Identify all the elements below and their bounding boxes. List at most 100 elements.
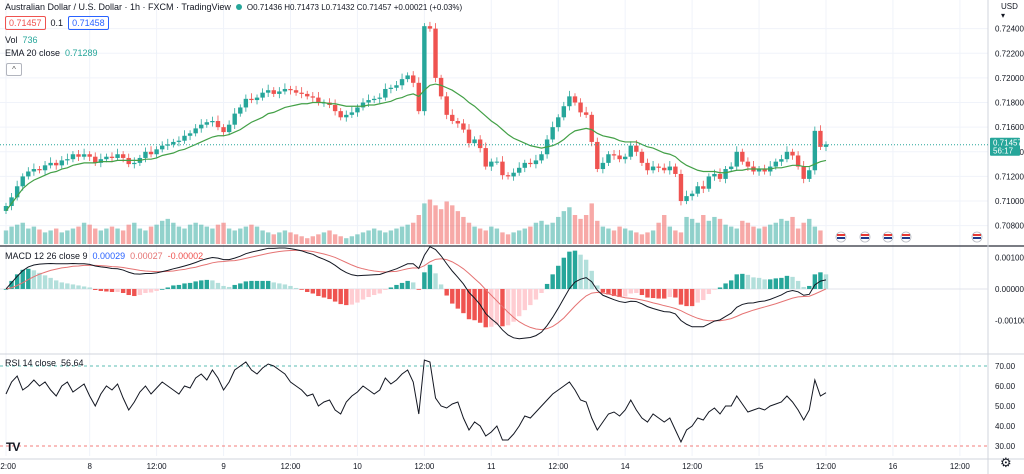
macd-histogram-bar bbox=[260, 280, 265, 289]
macd-histogram-bar bbox=[293, 287, 299, 289]
volume-bar bbox=[745, 222, 751, 244]
volume-bar bbox=[673, 230, 678, 244]
volume-bar bbox=[310, 236, 316, 244]
macd-histogram-bar bbox=[137, 288, 143, 296]
candle-body bbox=[187, 133, 193, 136]
macd-histogram-bar bbox=[706, 288, 712, 295]
volume-bar bbox=[650, 230, 656, 244]
volume-bar bbox=[422, 203, 427, 244]
time-axis-label: 12:00 bbox=[414, 462, 435, 471]
macd-histogram-bar bbox=[321, 288, 327, 298]
time-axis-label: 12:00 bbox=[950, 462, 971, 471]
flag-icon bbox=[884, 234, 892, 236]
gear-icon[interactable]: ⚙ bbox=[1000, 455, 1012, 470]
macd-histogram-bar bbox=[394, 284, 399, 289]
buy-button[interactable]: 0.71458 bbox=[68, 16, 109, 30]
candle-body bbox=[305, 93, 310, 97]
volume-bar bbox=[544, 224, 550, 244]
candle-body bbox=[132, 162, 137, 165]
macd-histogram-bar bbox=[790, 276, 795, 289]
macd-histogram-bar bbox=[483, 288, 488, 328]
volume-bar bbox=[756, 228, 762, 244]
candle-body bbox=[310, 96, 316, 98]
candle-body bbox=[14, 186, 20, 198]
macd-histogram-bar bbox=[678, 288, 684, 305]
macd-histogram-bar bbox=[556, 265, 561, 289]
flag-icon bbox=[902, 237, 910, 239]
volume-bar bbox=[132, 222, 137, 244]
candle-body bbox=[595, 141, 600, 170]
candle-body bbox=[572, 96, 578, 103]
volume-bar bbox=[176, 226, 182, 244]
volume-bar bbox=[712, 216, 717, 244]
volume-bar bbox=[293, 234, 299, 244]
volume-bar bbox=[790, 216, 795, 244]
volume-bar bbox=[355, 234, 360, 244]
ema-legend: EMA 20 close 0.71289 bbox=[5, 48, 98, 58]
macd-histogram-bar bbox=[366, 288, 371, 298]
flag-icon bbox=[902, 234, 910, 236]
volume-bar bbox=[427, 199, 433, 244]
candle-body bbox=[706, 176, 712, 189]
sell-button[interactable]: 0.71457 bbox=[5, 16, 46, 30]
candle-body bbox=[489, 161, 494, 167]
candle-body bbox=[143, 151, 148, 158]
macd-histogram-bar bbox=[31, 270, 37, 289]
macd-histogram-bar bbox=[622, 288, 628, 297]
volume-bar bbox=[54, 228, 59, 244]
macd-histogram-bar bbox=[54, 280, 59, 289]
macd-histogram-bar bbox=[187, 282, 193, 289]
candle-body bbox=[9, 197, 14, 206]
flag-icon bbox=[837, 237, 845, 239]
candle-body bbox=[165, 144, 170, 146]
macd-histogram-bar bbox=[773, 278, 778, 289]
volume-bar bbox=[3, 230, 9, 244]
macd-histogram-bar bbox=[120, 288, 126, 294]
macd-histogram-bar bbox=[812, 274, 818, 289]
macd-histogram-bar bbox=[232, 284, 237, 289]
macd-histogram-bar bbox=[600, 288, 606, 293]
macd-histogram-bar bbox=[595, 285, 600, 289]
macd-histogram-bar bbox=[756, 277, 762, 289]
volume-bar bbox=[48, 230, 53, 244]
axes: 0.72400 0.72200 0.72000 0.71800 0.71600 0.714… bbox=[0, 25, 1024, 471]
candle-body bbox=[93, 156, 98, 163]
candle-body bbox=[823, 144, 829, 147]
volume-bar bbox=[678, 232, 684, 244]
candle-body bbox=[589, 114, 594, 142]
candle-body bbox=[377, 97, 382, 99]
macd-histogram-bar bbox=[344, 288, 349, 306]
candle-body bbox=[528, 162, 533, 165]
macd-histogram-bar bbox=[126, 288, 131, 296]
candle-body bbox=[433, 28, 438, 78]
volume-bar bbox=[265, 232, 271, 244]
ema-20-line bbox=[5, 83, 827, 212]
macd-histogram-bar bbox=[148, 288, 154, 293]
volume-bar bbox=[59, 232, 64, 244]
macd-histogram-bar bbox=[717, 287, 723, 289]
macd-histogram-bar bbox=[795, 280, 801, 289]
candle-body bbox=[712, 173, 717, 177]
macd-histogram-bar bbox=[516, 288, 522, 317]
candle-body bbox=[444, 96, 449, 115]
candle-body bbox=[42, 165, 48, 171]
candle-body bbox=[556, 117, 561, 128]
economic-events bbox=[835, 231, 983, 243]
macd-histogram-bar bbox=[277, 283, 282, 289]
collapse-legend-button[interactable]: ^ bbox=[6, 63, 22, 76]
macd-signal-value: 0.00027 bbox=[130, 251, 163, 261]
ema-value: 0.71289 bbox=[65, 48, 98, 58]
macd-histogram-bar bbox=[176, 284, 182, 289]
volume-bar bbox=[578, 218, 583, 244]
symbol-title[interactable]: Australian Dollar / U.S. Dollar · 1h · F… bbox=[5, 2, 231, 12]
macd-histogram-bar bbox=[511, 288, 516, 322]
macd-histogram-bar bbox=[65, 283, 70, 289]
volume-bar bbox=[238, 228, 243, 244]
macd-histogram-bar bbox=[762, 279, 767, 289]
volume-bar bbox=[483, 230, 488, 244]
macd-histogram-bar bbox=[701, 288, 706, 301]
macd-histogram-bar bbox=[349, 288, 355, 305]
currency-selector[interactable]: USD ▾ bbox=[1001, 2, 1018, 20]
volume-bar bbox=[516, 230, 522, 244]
